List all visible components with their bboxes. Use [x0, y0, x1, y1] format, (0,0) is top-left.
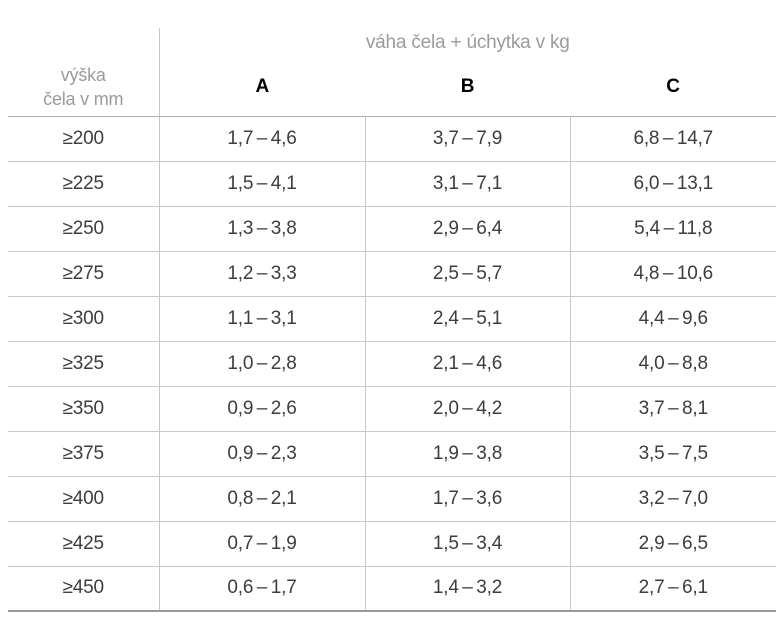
- cell-a: 0,7 – 1,9: [158, 521, 365, 567]
- cell-b: 2,5 – 5,7: [364, 251, 570, 297]
- cell-a: 1,2 – 3,3: [158, 251, 365, 297]
- cell-a: 1,0 – 2,8: [158, 341, 365, 387]
- cell-height: ≥400: [8, 476, 160, 522]
- column-header-a: A: [159, 58, 365, 117]
- cell-b: 2,4 – 5,1: [364, 296, 570, 342]
- cell-c: 4,8 – 10,6: [569, 251, 777, 297]
- row-header-label: výška čela v mm: [8, 58, 160, 117]
- cell-height: ≥375: [8, 431, 160, 477]
- cell-a: 0,8 – 2,1: [158, 476, 365, 522]
- table-group-title: váha čela + úchytka v kg: [365, 32, 570, 53]
- cell-a: 0,9 – 2,3: [158, 431, 365, 477]
- cell-b: 2,0 – 4,2: [364, 386, 570, 432]
- table-row: ≥425 0,7 – 1,9 1,5 – 3,4 2,9 – 6,5: [8, 521, 777, 567]
- cell-height: ≥450: [8, 566, 160, 612]
- cell-c: 2,9 – 6,5: [569, 521, 777, 567]
- column-header-row: výška čela v mm A B C: [8, 58, 777, 117]
- cell-c: 3,2 – 7,0: [569, 476, 777, 522]
- cell-a: 1,3 – 3,8: [158, 206, 365, 252]
- table-row: ≥200 1,7 – 4,6 3,7 – 7,9 6,8 – 14,7: [8, 116, 777, 162]
- cell-c: 3,5 – 7,5: [569, 431, 777, 477]
- cell-height: ≥250: [8, 206, 160, 252]
- cell-b: 3,7 – 7,9: [364, 116, 570, 162]
- table-row: ≥275 1,2 – 3,3 2,5 – 5,7 4,8 – 10,6: [8, 251, 777, 297]
- cell-a: 0,6 – 1,7: [158, 566, 365, 612]
- cell-height: ≥325: [8, 341, 160, 387]
- cell-a: 0,9 – 2,6: [158, 386, 365, 432]
- cell-c: 4,0 – 8,8: [569, 341, 777, 387]
- cell-height: ≥225: [8, 161, 160, 207]
- cell-b: 1,7 – 3,6: [364, 476, 570, 522]
- cell-a: 1,5 – 4,1: [158, 161, 365, 207]
- table-row: ≥325 1,0 – 2,8 2,1 – 4,6 4,0 – 8,8: [8, 341, 777, 387]
- cell-height: ≥425: [8, 521, 160, 567]
- cell-c: 3,7 – 8,1: [569, 386, 777, 432]
- weight-table: váha čela + úchytka v kg výška čela v mm…: [8, 28, 777, 612]
- cell-b: 3,1 – 7,1: [364, 161, 570, 207]
- cell-c: 5,4 – 11,8: [569, 206, 777, 252]
- cell-a: 1,7 – 4,6: [158, 116, 365, 162]
- table-row: ≥225 1,5 – 4,1 3,1 – 7,1 6,0 – 13,1: [8, 161, 777, 207]
- corner-cell: [8, 28, 160, 58]
- cell-height: ≥200: [8, 116, 160, 162]
- cell-height: ≥275: [8, 251, 160, 297]
- cell-height: ≥350: [8, 386, 160, 432]
- table-row: ≥400 0,8 – 2,1 1,7 – 3,6 3,2 – 7,0: [8, 476, 777, 522]
- cell-b: 1,5 – 3,4: [364, 521, 570, 567]
- cell-c: 2,7 – 6,1: [569, 566, 777, 612]
- cell-c: 6,8 – 14,7: [569, 116, 777, 162]
- cell-b: 1,9 – 3,8: [364, 431, 570, 477]
- table-row: ≥250 1,3 – 3,8 2,9 – 6,4 5,4 – 11,8: [8, 206, 777, 252]
- cell-b: 2,9 – 6,4: [364, 206, 570, 252]
- cell-c: 4,4 – 9,6: [569, 296, 777, 342]
- cell-b: 2,1 – 4,6: [364, 341, 570, 387]
- cell-a: 1,1 – 3,1: [158, 296, 365, 342]
- column-header-b: B: [365, 58, 570, 117]
- cell-height: ≥300: [8, 296, 160, 342]
- table-row: ≥350 0,9 – 2,6 2,0 – 4,2 3,7 – 8,1: [8, 386, 777, 432]
- column-header-c: C: [570, 58, 777, 117]
- table-row: ≥375 0,9 – 2,3 1,9 – 3,8 3,5 – 7,5: [8, 431, 777, 477]
- cell-b: 1,4 – 3,2: [364, 566, 570, 612]
- row-header-line1: výška: [60, 64, 106, 85]
- table-row: ≥450 0,6 – 1,7 1,4 – 3,2 2,7 – 6,1: [8, 566, 777, 612]
- cell-c: 6,0 – 13,1: [569, 161, 777, 207]
- row-header-line2: čela v mm: [43, 88, 124, 109]
- group-header-row: váha čela + úchytka v kg: [8, 28, 776, 58]
- table-row: ≥300 1,1 – 3,1 2,4 – 5,1 4,4 – 9,6: [8, 296, 777, 342]
